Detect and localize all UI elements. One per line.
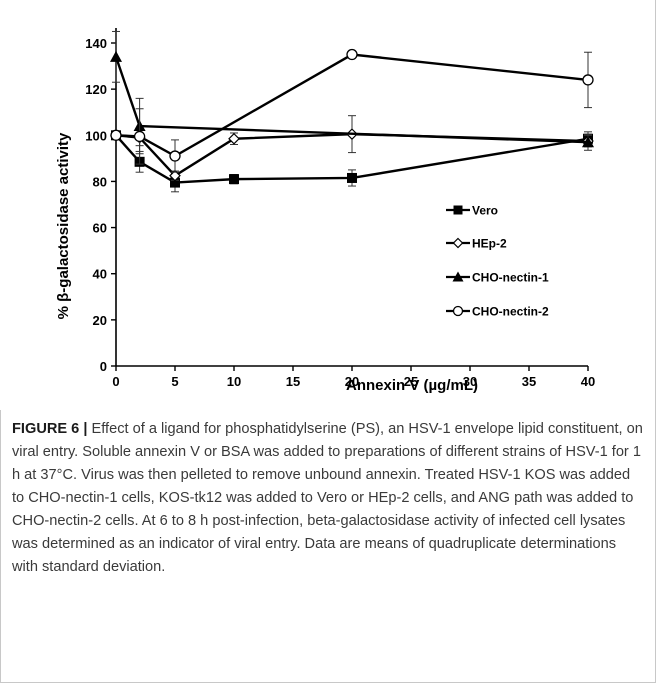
caption-text: Effect of a ligand for phosphatidylserin…: [12, 421, 643, 575]
chart-series: [110, 30, 594, 193]
legend-label: HEp-2: [472, 237, 507, 251]
chart-legend: Vero HEp-2 CHO-nectin-1 CHO-nectin-2: [446, 204, 549, 319]
legend-item-vero: Vero: [446, 204, 498, 218]
x-tick-label: 0: [112, 374, 119, 389]
data-point: [110, 50, 122, 62]
data-point: [582, 74, 594, 86]
x-tick-label: 35: [522, 374, 536, 389]
legend-item-cho-nectin-2: CHO-nectin-2: [446, 305, 549, 319]
data-point: [133, 130, 146, 143]
data-point: [582, 136, 594, 148]
legend-item-hep-2: HEp-2: [446, 237, 507, 251]
legend-marker: [452, 237, 464, 249]
legend-item-cho-nectin-1: CHO-nectin-1: [446, 271, 549, 285]
x-tick-label: 5: [171, 374, 178, 389]
y-tick-label: 0: [100, 359, 107, 374]
legend-marker: [453, 205, 463, 215]
x-axis-title: Annexin V (µg/mL): [346, 377, 478, 394]
data-point: [170, 177, 180, 188]
y-tick-label: 60: [93, 221, 107, 236]
legend-marker: [452, 271, 464, 282]
figure-label: FIGURE 6 |: [12, 421, 88, 437]
legend-label: Vero: [472, 204, 498, 218]
x-tick-label: 25: [404, 374, 418, 389]
data-point: [347, 172, 357, 183]
data-point: [169, 169, 181, 182]
data-point: [229, 174, 239, 185]
series-cho-nectin-2: [110, 48, 594, 173]
line-chart: 0 20 40 60 80 100 120 140 0 5 10 15 20 25 30 35 40 Vero H…: [55, 28, 595, 394]
legend-label: CHO-nectin-2: [472, 305, 549, 319]
caption-rule: [0, 410, 1, 683]
x-tick-label: 40: [581, 374, 595, 389]
chart-axes: 0 20 40 60 80 100 120 140 0 5 10 15 20 25 30 35 40: [85, 28, 595, 389]
data-point: [169, 150, 181, 162]
x-tick-label: 20: [345, 374, 359, 389]
legend-label: CHO-nectin-1: [472, 271, 549, 285]
y-tick-label: 100: [85, 128, 107, 143]
data-point: [228, 132, 240, 145]
data-point: [110, 129, 122, 141]
x-tick-label: 15: [286, 374, 300, 389]
x-tick-label: 10: [227, 374, 241, 389]
data-point: [346, 48, 358, 61]
y-axis-title: % β-galactosidase activity: [55, 132, 72, 319]
y-tick-label: 20: [93, 313, 107, 328]
figure-caption: FIGURE 6 | Effect of a ligand for phosph…: [12, 418, 644, 579]
y-tick-label: 120: [85, 82, 107, 97]
legend-marker: [452, 305, 464, 317]
y-tick-label: 80: [93, 174, 107, 189]
y-tick-label: 140: [85, 36, 107, 51]
x-tick-label: 30: [463, 374, 477, 389]
y-tick-label: 40: [93, 267, 107, 282]
